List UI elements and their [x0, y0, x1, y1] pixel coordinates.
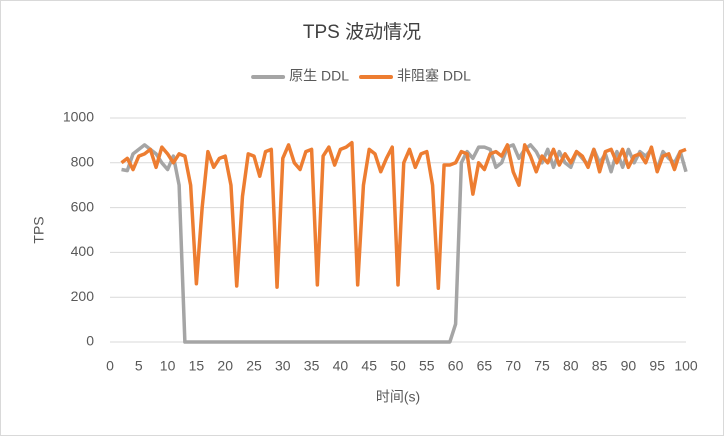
y-tick-label: 0 — [86, 333, 94, 349]
x-tick-label: 90 — [621, 358, 637, 374]
x-tick-label: 95 — [649, 358, 665, 374]
legend-label: 非阻塞 DDL — [397, 68, 471, 84]
x-tick-label: 70 — [505, 358, 521, 374]
x-tick-label: 45 — [361, 358, 377, 374]
x-tick-label: 20 — [217, 358, 233, 374]
y-tick-label: 1000 — [63, 109, 94, 125]
x-tick-label: 50 — [390, 358, 406, 374]
y-tick-label: 400 — [71, 243, 95, 259]
x-tick-label: 65 — [477, 358, 493, 374]
y-tick-label: 800 — [71, 154, 95, 170]
x-tick-label: 75 — [534, 358, 550, 374]
x-tick-label: 85 — [592, 358, 608, 374]
x-tick-label: 10 — [160, 358, 176, 374]
x-tick-label: 55 — [419, 358, 435, 374]
y-tick-label: 200 — [71, 288, 95, 304]
y-tick-label: 600 — [71, 198, 95, 214]
legend-label: 原生 DDL — [289, 68, 349, 84]
y-axis-label: TPS — [31, 216, 47, 243]
chart-title: TPS 波动情况 — [303, 21, 421, 43]
x-tick-label: 30 — [275, 358, 291, 374]
series-line — [120, 140, 687, 290]
x-tick-label: 80 — [563, 358, 579, 374]
x-tick-label: 40 — [333, 358, 349, 374]
x-tick-label: 35 — [304, 358, 320, 374]
x-tick-label: 25 — [246, 358, 262, 374]
x-tick-label: 100 — [674, 358, 698, 374]
x-tick-label: 15 — [189, 358, 205, 374]
x-tick-label: 0 — [106, 358, 114, 374]
x-tick-label: 5 — [135, 358, 143, 374]
x-axis-label: 时间(s) — [376, 389, 420, 405]
x-tick-label: 60 — [448, 358, 464, 374]
